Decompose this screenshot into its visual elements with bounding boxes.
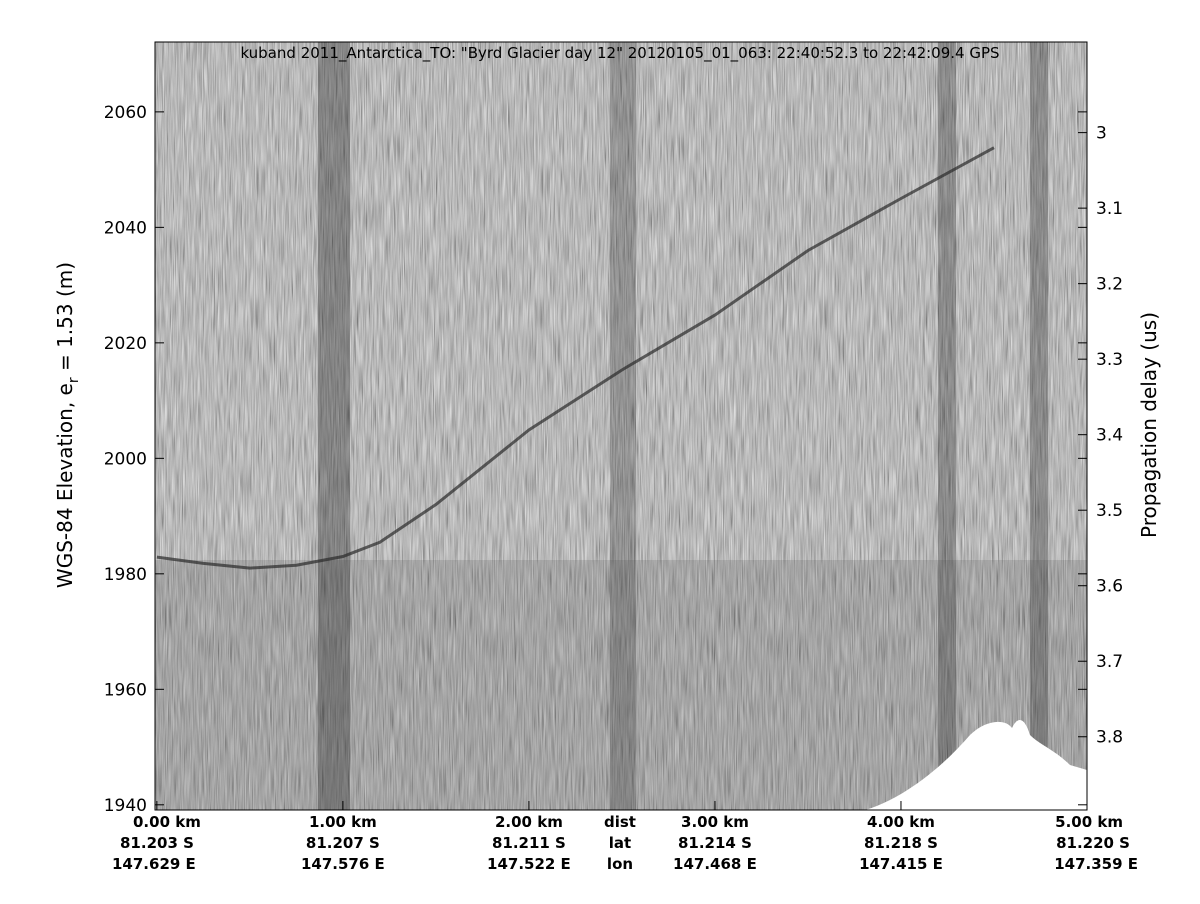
x-row-label: lon <box>607 855 633 873</box>
y2-tick-label: 3.3 <box>1096 350 1123 370</box>
y-label-text: WGS-84 Elevation, e <box>53 383 77 588</box>
lat-label: 81.207 S <box>306 834 380 852</box>
y2-tick-label: 3.6 <box>1096 577 1123 597</box>
x-row-label: dist <box>604 813 636 831</box>
y-axis-label: WGS-84 Elevation, er = 1.53 (m) <box>53 262 82 588</box>
y2-axis-label: Propagation delay (us) <box>1137 312 1161 538</box>
y2-tick-label: 3.7 <box>1096 652 1123 672</box>
lat-label: 81.220 S <box>1056 834 1130 852</box>
lon-label: 147.415 E <box>859 855 943 873</box>
dark-band <box>938 42 956 810</box>
echogram <box>155 42 1087 810</box>
x-row-label: lat <box>609 834 631 852</box>
lon-label: 147.576 E <box>301 855 385 873</box>
lon-label: 147.522 E <box>487 855 571 873</box>
lon-label: 147.629 E <box>112 855 196 873</box>
x-tick-label: 4.00 km <box>867 813 935 831</box>
y-tick-label: 2020 <box>104 334 147 354</box>
lon-label: 147.359 E <box>1054 855 1138 873</box>
lat-label: 81.211 S <box>492 834 566 852</box>
x-tick-label: 2.00 km <box>495 813 563 831</box>
x-tick-label: 0.00 km <box>133 813 201 831</box>
y2-tick-label: 3 <box>1096 124 1107 144</box>
surface-line <box>156 146 995 570</box>
y-tick-label: 2000 <box>104 449 147 469</box>
shaded-lower <box>155 560 1087 810</box>
y-label-subscript: r <box>66 377 82 383</box>
y-tick-label: 1940 <box>104 796 147 816</box>
y-tick-label: 2060 <box>104 103 147 123</box>
y-label-suffix: = 1.53 (m) <box>53 262 77 377</box>
no-data-region <box>865 719 1087 810</box>
x-tick-label: 1.00 km <box>309 813 377 831</box>
y2-tick-label: 3.8 <box>1096 728 1123 748</box>
y-tick-label: 1980 <box>104 565 147 585</box>
x-tick-label: 3.00 km <box>681 813 749 831</box>
y-tick-label: 2040 <box>104 218 147 238</box>
plot-frame <box>154 41 1088 811</box>
y-tick-label: 1960 <box>104 680 147 700</box>
dark-band <box>610 42 636 810</box>
y2-tick-label: 3.2 <box>1096 275 1123 295</box>
echogram-noise <box>155 42 1087 810</box>
dark-band <box>1030 42 1048 810</box>
lon-label: 147.468 E <box>673 855 757 873</box>
x-tick-label: 5.00 km <box>1055 813 1123 831</box>
y2-tick-label: 3.4 <box>1096 426 1123 446</box>
lat-label: 81.203 S <box>120 834 194 852</box>
lat-label: 81.214 S <box>678 834 752 852</box>
dark-band <box>318 42 350 810</box>
y2-tick-label: 3.5 <box>1096 501 1123 521</box>
lat-label: 81.218 S <box>864 834 938 852</box>
chart-title: kuband 2011_Antarctica_TO: "Byrd Glacier… <box>240 44 999 63</box>
y2-tick-label: 3.1 <box>1096 199 1123 219</box>
